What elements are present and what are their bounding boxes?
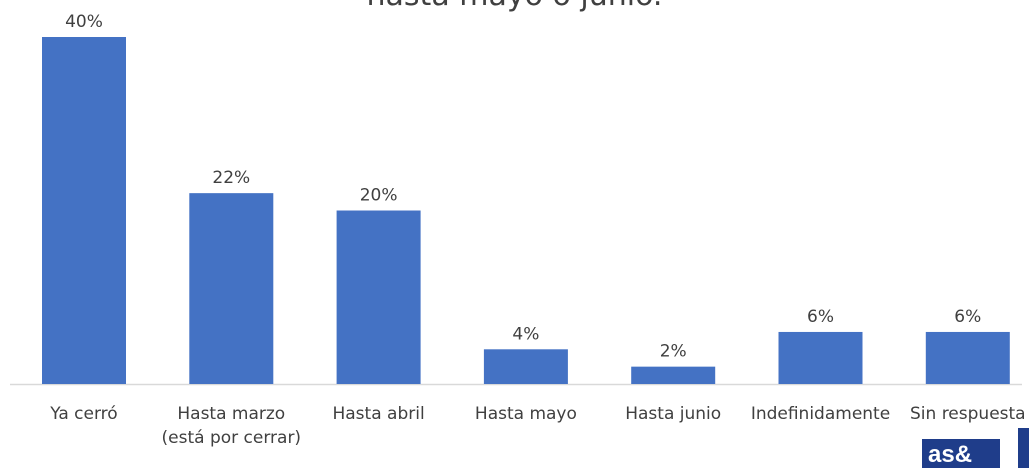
bar bbox=[778, 331, 863, 384]
x-tick-label: Indefinidamente bbox=[751, 404, 890, 424]
bar bbox=[189, 193, 274, 384]
x-tick-label: Ya cerró bbox=[49, 404, 117, 424]
data-label: 6% bbox=[954, 307, 981, 327]
data-label: 20% bbox=[360, 186, 398, 206]
edge-logo-mark bbox=[1018, 428, 1029, 468]
bar bbox=[631, 366, 716, 384]
x-tick-label: Sin respuesta bbox=[910, 404, 1026, 424]
bar bbox=[42, 37, 126, 384]
bar bbox=[925, 331, 1010, 384]
x-tick-label: Hasta mayo bbox=[475, 404, 577, 424]
x-tick-label: Hasta marzo bbox=[177, 404, 285, 424]
x-tick-label: (está por cerrar) bbox=[162, 428, 302, 448]
logo-text: as& bbox=[928, 441, 972, 468]
data-label: 2% bbox=[660, 342, 687, 362]
bar bbox=[483, 349, 568, 384]
data-label: 22% bbox=[212, 168, 250, 188]
bar bbox=[336, 210, 421, 384]
x-tick-label: Hasta abril bbox=[332, 404, 424, 424]
data-label: 6% bbox=[807, 307, 834, 327]
company-logo: as& bbox=[922, 439, 1000, 468]
data-label: 4% bbox=[512, 324, 539, 344]
x-tick-label: Hasta junio bbox=[625, 404, 721, 424]
data-label: 40% bbox=[65, 12, 103, 32]
chart-title: hasta mayo o junio. bbox=[0, 0, 1029, 13]
